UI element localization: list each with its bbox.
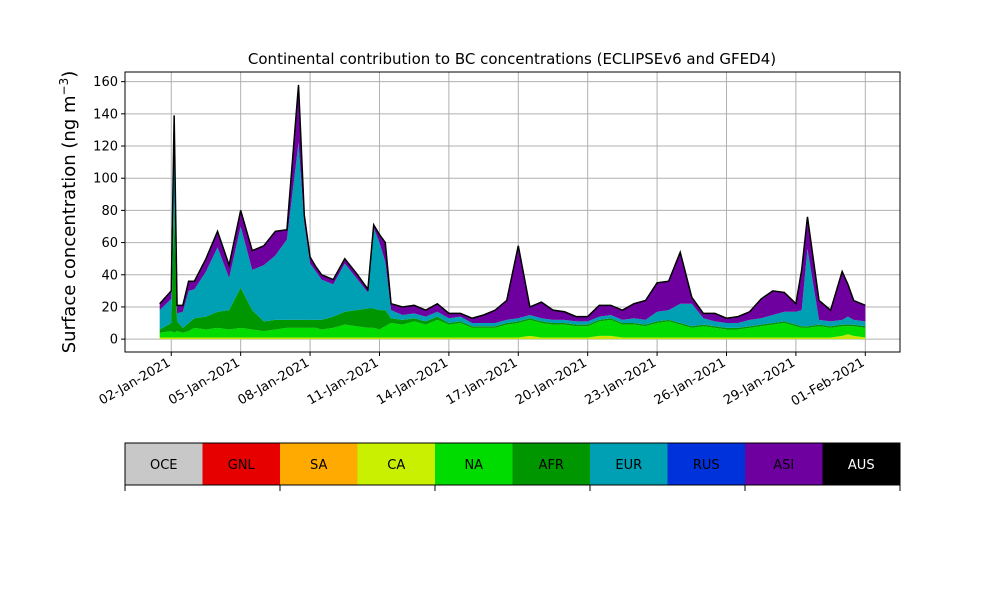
x-tick-label-10: 01-Feb-2021 xyxy=(789,355,868,409)
y-tick-label-5: 100 xyxy=(93,172,118,187)
legend-swatch-ca xyxy=(357,443,435,485)
y-axis-label-exponent: −3 xyxy=(57,78,71,96)
legend-frame xyxy=(124,442,901,486)
y-axis-ticks: 0 20 40 60 80 100 120 140 160 xyxy=(93,75,125,348)
legend-label-ca: CA xyxy=(387,458,405,473)
x-tick-label-8: 26-Jan-2021 xyxy=(652,355,729,408)
y-tick-label-8: 160 xyxy=(93,75,118,90)
legend-colorbar: OCE GNL SA CA NA AFR EUR RUS ASI AUS xyxy=(124,442,901,491)
total-line xyxy=(159,84,866,319)
area-series-eur xyxy=(159,139,866,330)
legend-swatch-eur xyxy=(590,443,668,485)
legend-swatch-sa xyxy=(280,443,358,485)
legend-label-gnl: GNL xyxy=(228,458,256,473)
legend-swatch-aus xyxy=(822,443,900,485)
y-tick-label-4: 80 xyxy=(101,204,118,219)
y-tick-label-7: 140 xyxy=(93,107,118,122)
x-tick-label-3: 11-Jan-2021 xyxy=(305,355,382,408)
legend-label-aus: AUS xyxy=(848,458,875,473)
y-axis-label-main: Surface concentration (ng m xyxy=(59,95,80,353)
legend-swatch-asi xyxy=(745,443,823,485)
legend-swatch-gnl xyxy=(202,443,280,485)
legend-label-sa: SA xyxy=(310,458,327,473)
legend-label-asi: ASI xyxy=(773,458,794,473)
area-series-ca xyxy=(159,334,866,340)
legend-swatch-oce xyxy=(125,443,203,485)
legend-swatch-rus xyxy=(667,443,745,485)
x-tick-label-5: 17-Jan-2021 xyxy=(444,355,521,408)
y-tick-label-3: 60 xyxy=(101,236,118,251)
legend-label-na: NA xyxy=(464,458,483,473)
chart-title: Continental contribution to BC concentra… xyxy=(248,50,776,68)
x-tick-label-9: 29-Jan-2021 xyxy=(721,355,798,408)
total-concentration-line xyxy=(159,84,866,319)
x-tick-label-6: 20-Jan-2021 xyxy=(513,355,590,408)
y-tick-label-2: 40 xyxy=(101,268,118,283)
y-tick-label-0: 0 xyxy=(110,333,118,348)
y-axis-label: Surface concentration (ng m−3) xyxy=(57,71,80,354)
x-tick-label-7: 23-Jan-2021 xyxy=(582,355,659,408)
legend-swatch-afr xyxy=(512,443,590,485)
x-tick-label-4: 14-Jan-2021 xyxy=(374,355,451,408)
x-axis-ticks: 02-Jan-202105-Jan-202108-Jan-202111-Jan-… xyxy=(97,352,868,409)
y-axis-label-text: Surface concentration (ng m−3) xyxy=(57,71,80,354)
legend-label-afr: AFR xyxy=(539,458,564,473)
grid-lines xyxy=(125,72,900,352)
x-tick-label-1: 05-Jan-2021 xyxy=(166,355,243,408)
legend-label-eur: EUR xyxy=(615,458,642,473)
y-axis-label-close: ) xyxy=(59,71,80,78)
y-tick-label-1: 20 xyxy=(101,300,118,315)
y-tick-label-6: 120 xyxy=(93,140,118,155)
x-tick-label-2: 08-Jan-2021 xyxy=(235,355,312,408)
legend-label-oce: OCE xyxy=(150,458,178,473)
legend-label-rus: RUS xyxy=(693,458,720,473)
legend-swatch-na xyxy=(435,443,513,485)
plot-frame xyxy=(124,71,901,353)
x-tick-label-0: 02-Jan-2021 xyxy=(97,355,174,408)
area-series-na xyxy=(159,319,866,338)
area-series-afr xyxy=(159,203,866,333)
